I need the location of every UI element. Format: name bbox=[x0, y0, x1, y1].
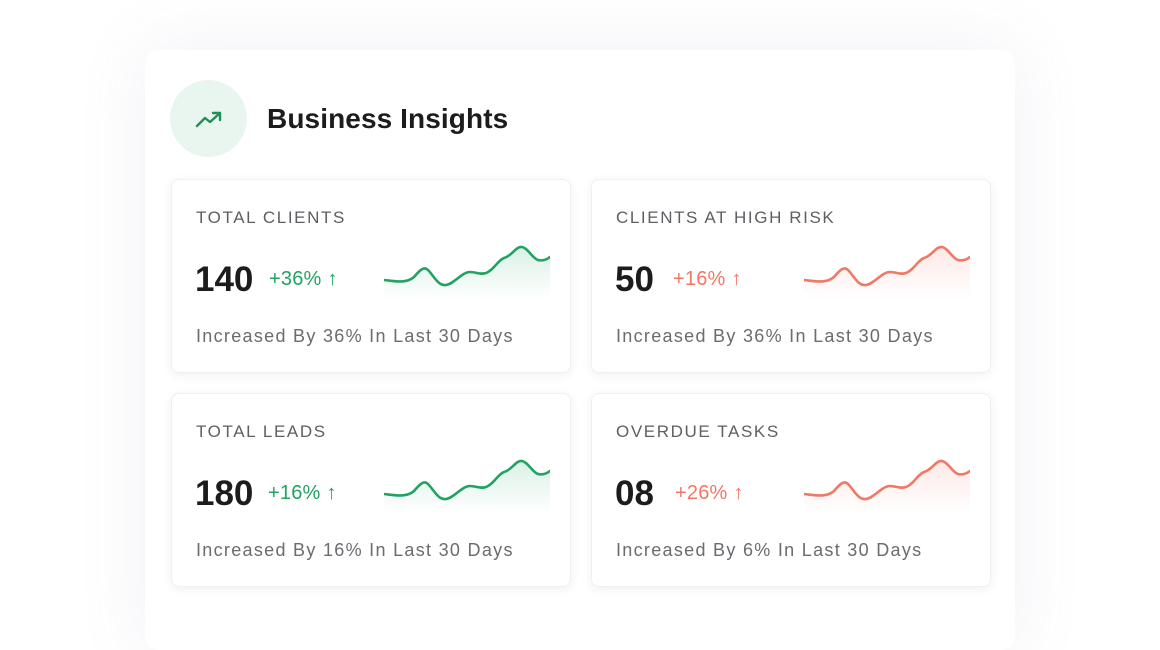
change-indicator: +16% ↑ bbox=[268, 482, 337, 505]
change-percent: +36% bbox=[269, 268, 322, 290]
card-title: OVERDUE TASKS bbox=[616, 422, 780, 441]
card-value: 08 bbox=[615, 474, 654, 513]
page-title: Business Insights bbox=[267, 102, 509, 134]
sparkline-chart bbox=[804, 459, 970, 514]
change-percent: +16% bbox=[268, 482, 321, 504]
stat-card-clients-high-risk[interactable]: CLIENTS AT HIGH RISK 50 +16% ↑ Increased … bbox=[591, 179, 991, 373]
card-value: 180 bbox=[195, 474, 254, 513]
change-indicator: +16% ↑ bbox=[673, 268, 742, 291]
arrow-up-icon: ↑ bbox=[327, 268, 338, 290]
card-description: Increased By 36% In Last 30 Days bbox=[196, 326, 514, 346]
stat-card-overdue-tasks[interactable]: OVERDUE TASKS 08 +26% ↑ Increased By 6% I… bbox=[591, 393, 991, 587]
card-description: Increased By 16% In Last 30 Days bbox=[196, 540, 514, 560]
card-value: 50 bbox=[615, 260, 654, 299]
stat-card-total-leads[interactable]: TOTAL LEADS 180 +16% ↑ Increased By 16% I… bbox=[171, 393, 571, 587]
sparkline-chart bbox=[384, 245, 550, 300]
card-description: Increased By 36% In Last 30 Days bbox=[616, 326, 934, 346]
card-value: 140 bbox=[195, 260, 254, 299]
arrow-up-icon: ↑ bbox=[731, 268, 742, 290]
card-title: TOTAL LEADS bbox=[196, 422, 327, 441]
trending-up-icon bbox=[170, 80, 247, 157]
sparkline-chart bbox=[804, 245, 970, 300]
arrow-up-icon: ↑ bbox=[733, 482, 744, 504]
change-indicator: +26% ↑ bbox=[675, 482, 744, 505]
panel-header: Business Insights bbox=[170, 80, 508, 157]
change-percent: +26% bbox=[675, 482, 728, 504]
card-title: TOTAL CLIENTS bbox=[196, 208, 346, 227]
arrow-up-icon: ↑ bbox=[326, 482, 337, 504]
change-indicator: +36% ↑ bbox=[269, 268, 338, 291]
card-title: CLIENTS AT HIGH RISK bbox=[616, 208, 836, 227]
card-description: Increased By 6% In Last 30 Days bbox=[616, 540, 923, 560]
stat-card-total-clients[interactable]: TOTAL CLIENTS 140 +36% ↑ Increased By 36%… bbox=[171, 179, 571, 373]
change-percent: +16% bbox=[673, 268, 726, 290]
business-insights-panel: Business Insights TOTAL CLIENTS 140 +36%… bbox=[145, 50, 1015, 650]
sparkline-chart bbox=[384, 459, 550, 514]
